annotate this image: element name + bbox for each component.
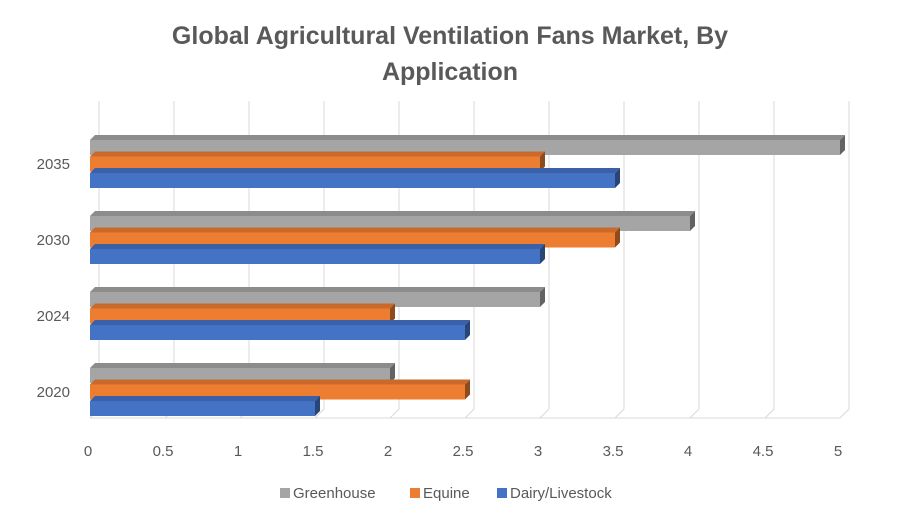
x-tick-label: 1 <box>234 443 242 460</box>
bar <box>90 135 845 155</box>
chart-title: Global Agricultural Ventilation Fans Mar… <box>171 22 729 86</box>
bar <box>90 168 620 188</box>
legend-label: Greenhouse <box>293 485 376 502</box>
y-category-label: 2024 <box>37 308 70 325</box>
x-tick-label: 0.5 <box>153 443 174 460</box>
y-category-label: 2020 <box>37 384 70 401</box>
grid-line <box>539 101 550 419</box>
bar <box>90 379 470 400</box>
bar <box>90 151 545 172</box>
bar <box>90 303 395 324</box>
x-tick-label: 3.5 <box>603 443 624 460</box>
bar <box>90 320 470 340</box>
grid-lines <box>89 101 850 419</box>
grid-line <box>764 101 775 419</box>
x-tick-label: 3 <box>534 443 542 460</box>
bar <box>90 227 620 248</box>
legend-swatch <box>280 488 290 498</box>
x-tick-label: 1.5 <box>303 443 324 460</box>
y-category-label: 2035 <box>37 156 70 173</box>
bar <box>90 211 695 231</box>
bars <box>90 135 845 416</box>
legend-label: Equine <box>423 485 470 502</box>
grid-line <box>389 101 400 419</box>
y-axis: 2020 2024 2030 2035 <box>37 156 70 401</box>
grid-line <box>464 101 475 419</box>
x-tick-label: 5 <box>834 443 842 460</box>
legend-label: Dairy/Livestock <box>510 485 612 502</box>
bar <box>90 287 545 307</box>
bar <box>90 396 320 416</box>
grid-line <box>839 101 850 419</box>
legend-swatch <box>497 488 507 498</box>
x-tick-label: 4.5 <box>753 443 774 460</box>
grid-line <box>314 101 325 419</box>
x-tick-label: 2.5 <box>453 443 474 460</box>
y-category-label: 2030 <box>37 232 70 249</box>
bar <box>90 244 545 264</box>
x-tick-label: 2 <box>384 443 392 460</box>
grid-line <box>614 101 625 419</box>
legend-swatch <box>410 488 420 498</box>
x-axis: 0 0.5 1 1.5 2 2.5 3 3.5 4 4.5 5 <box>84 443 842 460</box>
legend: Greenhouse Equine Dairy/Livestock <box>280 485 612 502</box>
bar <box>90 363 395 383</box>
x-tick-label: 0 <box>84 443 92 460</box>
x-tick-label: 4 <box>684 443 692 460</box>
grid-line <box>689 101 700 419</box>
